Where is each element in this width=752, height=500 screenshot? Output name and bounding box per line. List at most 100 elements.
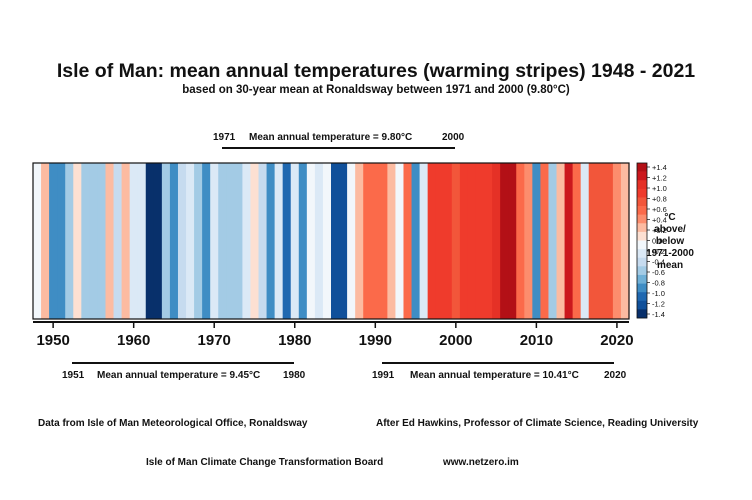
stripe-2010: [532, 163, 542, 319]
stripe-1966: [177, 163, 187, 319]
stripe-1948: [33, 163, 42, 319]
stripe-1993: [395, 163, 405, 319]
colorbar-swatch-0: [637, 163, 647, 172]
plot-frame: [32, 162, 630, 320]
stripe-1956: [97, 163, 107, 319]
stripe-1958: [113, 163, 123, 319]
stripe-2007: [508, 163, 517, 319]
stripe-1976: [258, 163, 268, 319]
stripe-2021: [620, 163, 630, 319]
stripe-1986: [339, 163, 348, 319]
stripe-1983: [314, 163, 324, 319]
stripe-1972: [226, 163, 235, 319]
colorbar-tick-label: -0.8: [652, 279, 665, 288]
colorbar-swatch-17: [637, 309, 647, 319]
stripe-1968: [194, 163, 203, 319]
stripe-2017: [588, 163, 598, 319]
period1-rule: [72, 362, 294, 364]
stripe-1996: [419, 163, 429, 319]
stripe-1985: [331, 163, 340, 319]
stripe-1963: [153, 163, 163, 319]
stripe-1979: [282, 163, 292, 319]
stripe-2013: [556, 163, 566, 319]
colorbar-swatch-15: [637, 292, 647, 302]
colorbar-tick-label: +1.0: [652, 184, 667, 193]
stripe-2014: [564, 163, 574, 319]
colorbar-swatch-16: [637, 300, 647, 310]
colorbar-swatch-6: [637, 214, 647, 224]
stripe-1971: [218, 163, 227, 319]
x-tick-label-1970: 1970: [198, 332, 231, 349]
stripe-2003: [475, 163, 485, 319]
unit-line: mean: [656, 260, 684, 271]
stripe-1969: [202, 163, 211, 319]
stripe-2012: [548, 163, 558, 319]
stripe-2016: [580, 163, 590, 319]
unit-line: above/: [654, 224, 686, 235]
data-source-note: Data from Isle of Man Meteorological Off…: [38, 418, 308, 429]
stripe-1967: [186, 163, 195, 319]
stripe-1949: [41, 163, 50, 319]
stripe-1991: [379, 163, 388, 319]
stripe-1957: [105, 163, 115, 319]
stripe-1995: [411, 163, 421, 319]
period2-rule: [382, 362, 614, 364]
ref-period-start: 1971: [213, 132, 236, 143]
colorbar-swatch-8: [637, 231, 647, 241]
stripe-2009: [524, 163, 533, 319]
colorbar-swatch-5: [637, 206, 647, 215]
stripe-1961: [137, 163, 147, 319]
stripe-2008: [516, 163, 525, 319]
colorbar-unit-label: °C above/ below 1971-2000 mean: [640, 212, 700, 272]
stripe-1959: [121, 163, 131, 319]
colorbar-swatch-9: [637, 240, 647, 250]
stripe-2015: [572, 163, 582, 319]
period2-label: Mean annual temperature = 10.41°C: [410, 370, 579, 381]
stripe-1998: [435, 163, 445, 319]
stripe-2011: [540, 163, 550, 319]
stripe-1952: [65, 163, 74, 319]
stripe-1960: [129, 163, 139, 319]
stripe-2020: [612, 163, 622, 319]
website-url: www.netzero.im: [443, 457, 519, 468]
stripe-2004: [484, 163, 493, 319]
colorbar-swatch-10: [637, 249, 647, 259]
stripe-1970: [210, 163, 219, 319]
stripe-2002: [467, 163, 477, 319]
ref-period-end: 2000: [442, 132, 465, 143]
stripe-1984: [322, 163, 332, 319]
stripe-2001: [459, 163, 469, 319]
colorbar-swatch-11: [637, 257, 647, 267]
colorbar-tick-label: -0.6: [652, 268, 665, 277]
colorbar-tick-label: -0.4: [652, 258, 665, 267]
x-tick-label-1980: 1980: [278, 332, 311, 349]
unit-line: 1971-2000: [646, 248, 694, 259]
stripe-2000: [451, 163, 461, 319]
x-tick-label-2020: 2020: [600, 332, 633, 349]
x-tick-label-2010: 2010: [520, 332, 553, 349]
stripe-1955: [89, 163, 99, 319]
stripe-1997: [427, 163, 437, 319]
colorbar-tick-label: 0.0: [652, 237, 662, 246]
colorbar-tick-label: -1.2: [652, 300, 665, 309]
stripe-1973: [234, 163, 244, 319]
organisation-name: Isle of Man Climate Change Transformatio…: [146, 457, 384, 468]
period1-start: 1951: [62, 370, 85, 381]
x-tick-label-1990: 1990: [359, 332, 392, 349]
colorbar-tick-label: -1.4: [652, 310, 665, 319]
colorbar-swatch-1: [637, 171, 647, 181]
unit-line: °C: [664, 212, 676, 223]
colorbar-swatch-3: [637, 188, 647, 198]
page-subtitle: based on 30-year mean at Ronaldsway betw…: [182, 84, 570, 96]
stripe-2006: [500, 163, 509, 319]
x-tick-label-1960: 1960: [117, 332, 150, 349]
stripe-1992: [387, 163, 397, 319]
stripe-1978: [274, 163, 284, 319]
ref-period-rule: [222, 147, 455, 149]
stripe-1999: [443, 163, 453, 319]
stripe-1954: [81, 163, 90, 319]
stripe-2005: [492, 163, 501, 319]
stripe-1964: [161, 163, 171, 319]
stripe-1977: [266, 163, 276, 319]
